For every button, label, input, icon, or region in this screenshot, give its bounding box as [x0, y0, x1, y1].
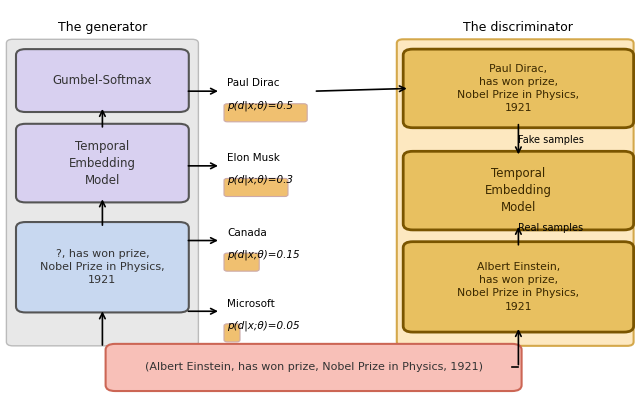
FancyBboxPatch shape — [106, 344, 522, 391]
FancyBboxPatch shape — [16, 124, 189, 202]
FancyBboxPatch shape — [397, 39, 634, 346]
FancyBboxPatch shape — [224, 324, 240, 342]
Text: Paul Dirac,
has won prize,
Nobel Prize in Physics,
1921: Paul Dirac, has won prize, Nobel Prize i… — [458, 64, 579, 113]
Text: ?, has won prize,
Nobel Prize in Physics,
1921: ?, has won prize, Nobel Prize in Physics… — [40, 249, 164, 285]
FancyBboxPatch shape — [6, 39, 198, 346]
FancyBboxPatch shape — [403, 49, 634, 128]
FancyBboxPatch shape — [403, 242, 634, 332]
Text: Canada: Canada — [227, 228, 267, 238]
Text: Fake samples: Fake samples — [518, 134, 584, 145]
Text: Gumbel-Softmax: Gumbel-Softmax — [52, 74, 152, 87]
Text: (Albert Einstein, has won prize, Nobel Prize in Physics, 1921): (Albert Einstein, has won prize, Nobel P… — [145, 362, 483, 373]
Text: p(d|x;θ)=0.15: p(d|x;θ)=0.15 — [227, 250, 300, 260]
Text: Elon Musk: Elon Musk — [227, 153, 280, 163]
Text: p(d|x;θ)=0.05: p(d|x;θ)=0.05 — [227, 320, 300, 331]
FancyBboxPatch shape — [16, 222, 189, 312]
Text: The discriminator: The discriminator — [463, 21, 573, 34]
FancyBboxPatch shape — [224, 253, 259, 271]
Text: Albert Einstein,
has won prize,
Nobel Prize in Physics,
1921: Albert Einstein, has won prize, Nobel Pr… — [458, 262, 579, 312]
Text: Temporal
Embedding
Model: Temporal Embedding Model — [69, 140, 136, 187]
FancyBboxPatch shape — [224, 104, 307, 122]
Text: Paul Dirac: Paul Dirac — [227, 79, 280, 88]
Text: Temporal
Embedding
Model: Temporal Embedding Model — [485, 167, 552, 214]
Text: p(d|x;θ)=0.5: p(d|x;θ)=0.5 — [227, 100, 293, 111]
FancyBboxPatch shape — [403, 151, 634, 230]
Text: p(d|x;θ)=0.3: p(d|x;θ)=0.3 — [227, 175, 293, 185]
Text: The generator: The generator — [58, 21, 147, 34]
Text: Real samples: Real samples — [518, 223, 584, 233]
Text: Microsoft: Microsoft — [227, 299, 275, 309]
FancyBboxPatch shape — [16, 49, 189, 112]
FancyBboxPatch shape — [224, 178, 288, 196]
